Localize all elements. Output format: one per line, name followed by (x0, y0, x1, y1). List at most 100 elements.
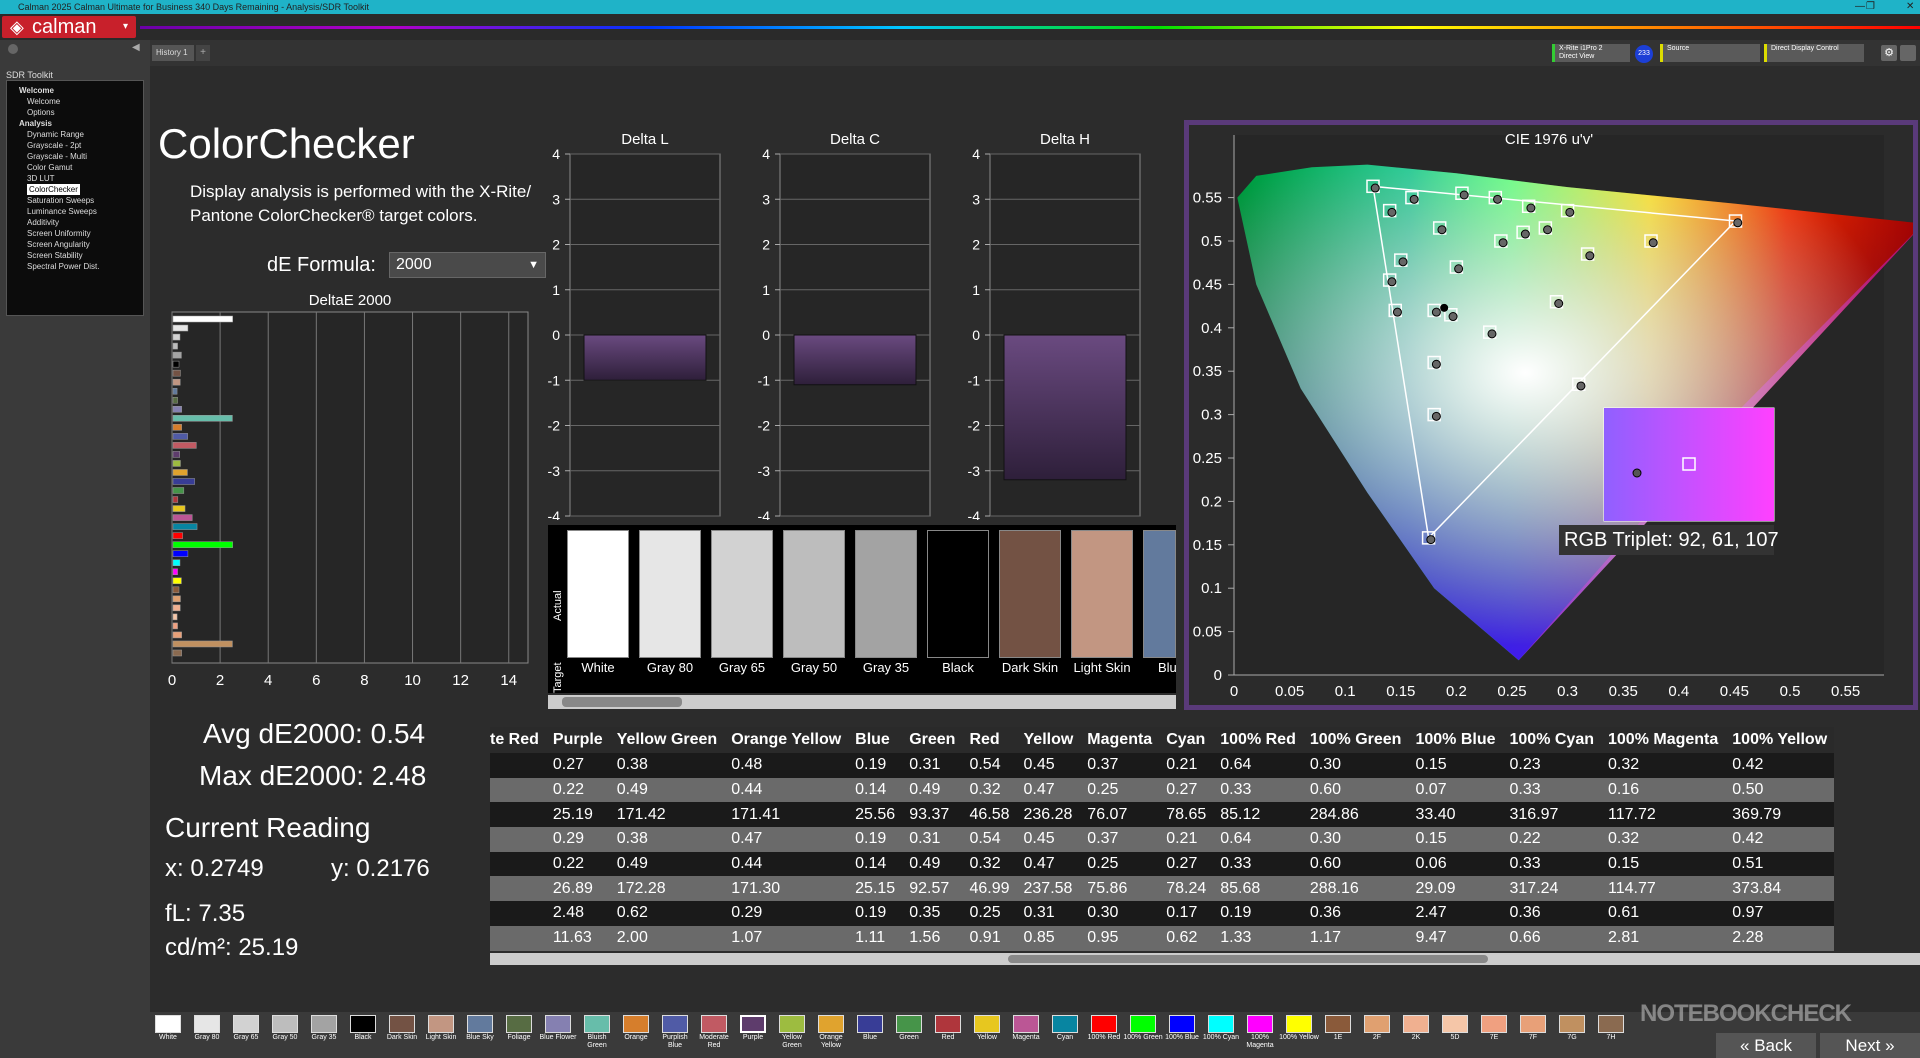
column-header[interactable]: Yellow (1016, 727, 1081, 753)
color-swatch[interactable] (927, 530, 989, 658)
gear-icon[interactable]: ⚙ (1881, 45, 1897, 61)
bottom-swatch[interactable]: 5D (1439, 1015, 1471, 1043)
collapse-sidebar-icon[interactable]: ◀ (132, 42, 140, 53)
settings-dot-icon[interactable] (8, 44, 18, 54)
bottom-swatch[interactable]: 7G (1556, 1015, 1588, 1043)
column-header[interactable]: 100% Magenta (1601, 727, 1726, 753)
bottom-swatch[interactable]: 1E (1322, 1015, 1354, 1043)
sidebar-item[interactable]: Additivity (11, 217, 139, 228)
bottom-swatch[interactable]: Red (932, 1015, 964, 1043)
column-header[interactable]: Purple (545, 727, 610, 753)
bottom-swatch[interactable]: Black (347, 1015, 379, 1043)
color-swatch[interactable] (639, 530, 701, 658)
sidebar-item[interactable]: Saturation Sweeps (11, 195, 139, 206)
column-header[interactable]: 100% Green (1302, 727, 1409, 753)
sidebar-item[interactable]: Screen Uniformity (11, 228, 139, 239)
column-header[interactable]: Blue (848, 727, 903, 753)
bottom-swatch[interactable]: Light Skin (425, 1015, 457, 1043)
bottom-swatch[interactable]: White (152, 1015, 184, 1043)
bottom-swatch[interactable]: 7E (1478, 1015, 1510, 1043)
bottom-swatch[interactable]: 100% Green (1123, 1015, 1163, 1043)
bottom-swatch[interactable]: Cyan (1049, 1015, 1081, 1043)
bottom-swatch[interactable]: 2F (1361, 1015, 1393, 1043)
bottom-swatch[interactable]: Green (893, 1015, 925, 1043)
bottom-swatch[interactable]: Yellow Green (776, 1015, 808, 1049)
next-button[interactable]: Next » (1820, 1033, 1920, 1058)
bottom-swatch[interactable]: Moderate Red (698, 1015, 730, 1049)
scroll-thumb[interactable] (562, 697, 682, 707)
sidebar-item[interactable]: 3D LUT (11, 173, 139, 184)
column-header[interactable]: 100% Yellow (1725, 727, 1835, 753)
bottom-swatch[interactable]: 7F (1517, 1015, 1549, 1043)
calman-menu-button[interactable]: ◈ calman ▾ (2, 16, 136, 38)
column-header[interactable]: Magenta (1080, 727, 1160, 753)
color-swatch[interactable] (999, 530, 1061, 658)
column-header[interactable]: 100% Red (1213, 727, 1303, 753)
bottom-swatch[interactable]: 100% Red (1088, 1015, 1120, 1043)
bottom-swatch[interactable]: 100% Yellow (1279, 1015, 1319, 1043)
color-swatch[interactable] (1071, 530, 1133, 658)
column-header[interactable]: Orange Yellow (724, 727, 849, 753)
meter-device-selector[interactable]: X-Rite i1Pro 2 Direct View (1552, 44, 1630, 62)
color-swatch[interactable] (783, 530, 845, 658)
color-swatch[interactable] (567, 530, 629, 658)
bottom-swatch[interactable]: Bluish Green (581, 1015, 613, 1049)
table-scrollbar[interactable] (490, 953, 1920, 965)
bottom-swatch[interactable]: Foliage (503, 1015, 535, 1043)
sidebar-item[interactable]: Grayscale - 2pt (11, 140, 139, 151)
sidebar-item[interactable]: Luminance Sweeps (11, 206, 139, 217)
meter-badge[interactable]: 233 (1635, 45, 1653, 63)
bottom-swatch[interactable]: 100% Cyan (1203, 1015, 1239, 1043)
bottom-swatch[interactable]: Orange (620, 1015, 652, 1043)
bottom-swatch[interactable]: Magenta (1010, 1015, 1042, 1043)
swatch-scrollbar[interactable] (548, 695, 1176, 709)
color-swatch[interactable] (855, 530, 917, 658)
scroll-thumb[interactable] (1008, 955, 1488, 963)
maximize-button[interactable]: ❐ (1866, 1, 1875, 12)
bottom-swatch[interactable]: 100% Blue (1165, 1015, 1199, 1043)
sidebar-item[interactable]: Welcome (11, 96, 139, 107)
column-header[interactable]: Green (902, 727, 963, 753)
sidebar-item[interactable]: Options (11, 107, 139, 118)
bottom-swatch[interactable]: Purplish Blue (659, 1015, 691, 1049)
sidebar-item[interactable]: Screen Angularity (11, 239, 139, 250)
panel-toggle-icon[interactable] (1900, 45, 1916, 61)
sidebar-item[interactable]: Grayscale - Multi (11, 151, 139, 162)
sidebar-item[interactable]: Spectral Power Dist. (11, 261, 139, 272)
bottom-swatch[interactable]: Blue Flower (540, 1015, 576, 1043)
bottom-swatch[interactable]: Purple (737, 1015, 769, 1043)
bottom-swatch[interactable]: 2K (1400, 1015, 1432, 1043)
column-header[interactable]: Cyan (1159, 727, 1214, 753)
color-swatch[interactable] (1143, 530, 1176, 658)
display-selector[interactable]: Direct Display Control (1764, 44, 1864, 62)
bottom-swatch[interactable]: Yellow (971, 1015, 1003, 1043)
de-formula-select[interactable]: 2000 ▼ (389, 252, 546, 278)
column-header[interactable]: Red (962, 727, 1017, 753)
sidebar-item[interactable]: Dynamic Range (11, 129, 139, 140)
column-header[interactable]: 100% Cyan (1502, 727, 1601, 753)
sidebar-item[interactable]: Welcome (11, 85, 139, 96)
sidebar-item[interactable]: Color Gamut (11, 162, 139, 173)
column-header[interactable]: 100% Blue (1408, 727, 1503, 753)
bottom-swatch[interactable]: Gray 80 (191, 1015, 223, 1043)
close-button[interactable]: ✕ (1906, 1, 1915, 12)
add-tab-button[interactable]: + (196, 45, 210, 61)
sidebar-item[interactable]: Analysis (11, 118, 139, 129)
bottom-swatch[interactable]: Blue (854, 1015, 886, 1043)
bottom-swatch[interactable]: 100% Magenta (1244, 1015, 1276, 1049)
tab-history-1[interactable]: History 1 (152, 45, 194, 61)
sidebar-item[interactable]: ColorChecker (11, 184, 139, 195)
column-header[interactable]: te Red (490, 727, 546, 753)
column-header[interactable]: Yellow Green (609, 727, 725, 753)
bottom-swatch[interactable]: 7H (1595, 1015, 1627, 1043)
bottom-swatch[interactable]: Dark Skin (386, 1015, 418, 1043)
bottom-swatch[interactable]: Gray 65 (230, 1015, 262, 1043)
sidebar-item[interactable]: Screen Stability (11, 250, 139, 261)
color-swatch[interactable] (711, 530, 773, 658)
bottom-swatch[interactable]: Gray 35 (308, 1015, 340, 1043)
bottom-swatch[interactable]: Orange Yellow (815, 1015, 847, 1049)
bottom-swatch[interactable]: Blue Sky (464, 1015, 496, 1043)
bottom-swatch[interactable]: Gray 50 (269, 1015, 301, 1043)
back-button[interactable]: « Back (1716, 1033, 1816, 1058)
source-selector[interactable]: Source (1660, 44, 1760, 62)
